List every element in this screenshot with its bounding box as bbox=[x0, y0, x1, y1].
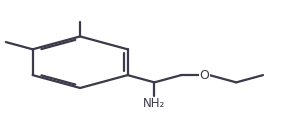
Text: NH₂: NH₂ bbox=[143, 97, 166, 110]
Text: O: O bbox=[199, 69, 209, 82]
